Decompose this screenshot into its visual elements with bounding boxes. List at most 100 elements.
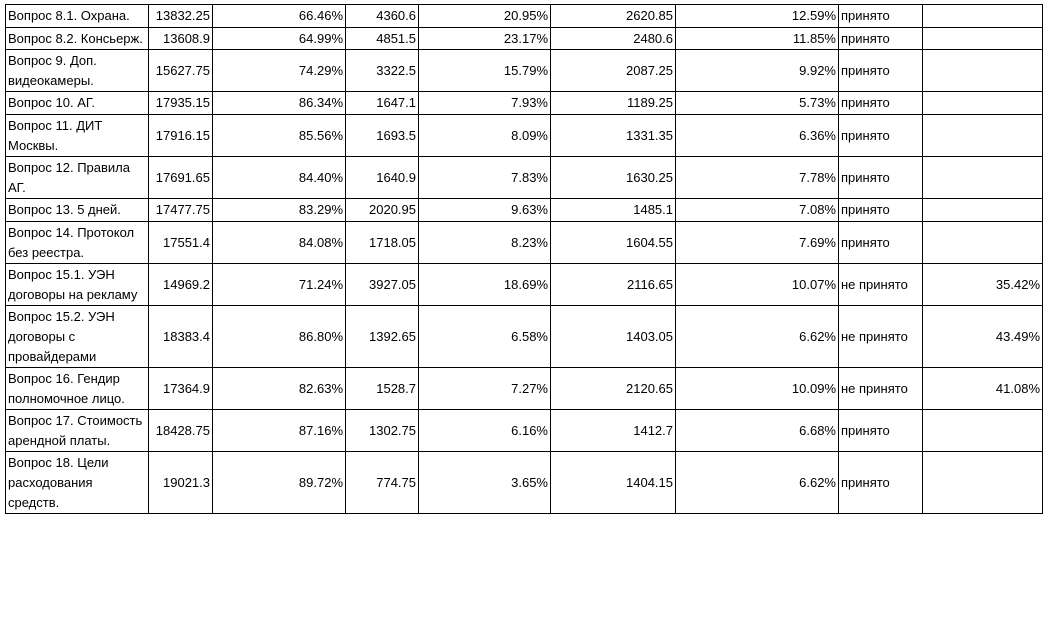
value-cell: 8.23% bbox=[418, 220, 551, 265]
value-cell: 8.09% bbox=[418, 113, 551, 158]
value-cell bbox=[922, 220, 1043, 265]
value-cell: 6.62% bbox=[675, 451, 839, 515]
value-cell: 17477.75 bbox=[148, 198, 213, 222]
value-cell: 13832.25 bbox=[148, 4, 213, 28]
value-cell: 84.40% bbox=[212, 156, 346, 200]
value-cell: 4360.6 bbox=[345, 4, 419, 28]
value-cell: 1412.7 bbox=[550, 409, 676, 453]
status-cell: принято bbox=[838, 451, 923, 515]
table-row: Вопрос 10. АГ. 17935.15 86.34% 1647.1 7.93% 1… bbox=[5, 91, 1043, 115]
value-cell: 83.29% bbox=[212, 198, 346, 222]
value-cell: 2087.25 bbox=[550, 49, 676, 93]
status-cell: принято bbox=[838, 113, 923, 158]
value-cell: 19021.3 bbox=[148, 451, 213, 515]
value-cell bbox=[922, 198, 1043, 222]
status-cell: не принято bbox=[838, 367, 923, 411]
value-cell: 1528.7 bbox=[345, 367, 419, 411]
value-cell: 1331.35 bbox=[550, 113, 676, 158]
value-cell: 6.16% bbox=[418, 409, 551, 453]
value-cell: 2480.6 bbox=[550, 26, 676, 51]
value-cell: 6.36% bbox=[675, 113, 839, 158]
value-cell: 1693.5 bbox=[345, 113, 419, 158]
table-row: Вопрос 12. Правила АГ. 17691.65 84.40% 1640… bbox=[5, 156, 1043, 200]
question-cell: Вопрос 18. Цели расходования средств. bbox=[5, 451, 149, 515]
value-cell: 43.49% bbox=[922, 305, 1043, 369]
value-cell: 1404.15 bbox=[550, 451, 676, 515]
value-cell: 17551.4 bbox=[148, 220, 213, 265]
value-cell: 3.65% bbox=[418, 451, 551, 515]
value-cell: 85.56% bbox=[212, 113, 346, 158]
value-cell: 1647.1 bbox=[345, 91, 419, 115]
value-cell: 18428.75 bbox=[148, 409, 213, 453]
table-row: Вопрос 15.2. УЭН договоры с провайдерами… bbox=[5, 305, 1043, 369]
value-cell: 17364.9 bbox=[148, 367, 213, 411]
value-cell: 7.08% bbox=[675, 198, 839, 222]
value-cell: 1392.65 bbox=[345, 305, 419, 369]
value-cell bbox=[922, 26, 1043, 51]
value-cell: 41.08% bbox=[922, 367, 1043, 411]
table-row: Вопрос 16. Гендир полномочное лицо. 17364… bbox=[5, 367, 1043, 411]
value-cell bbox=[922, 4, 1043, 28]
value-cell: 5.73% bbox=[675, 91, 839, 115]
value-cell bbox=[922, 156, 1043, 200]
table-row: Вопрос 13. 5 дней. 17477.75 83.29% 2020.95 9… bbox=[5, 198, 1043, 222]
question-cell: Вопрос 10. АГ. bbox=[5, 91, 149, 115]
value-cell: 2620.85 bbox=[550, 4, 676, 28]
value-cell: 1604.55 bbox=[550, 220, 676, 265]
value-cell: 15627.75 bbox=[148, 49, 213, 93]
value-cell: 17691.65 bbox=[148, 156, 213, 200]
page: Вопрос 8.1. Охрана. 13832.25 66.46% 4360.6 2… bbox=[0, 4, 1046, 620]
value-cell: 9.63% bbox=[418, 198, 551, 222]
value-cell: 86.80% bbox=[212, 305, 346, 369]
value-cell: 23.17% bbox=[418, 26, 551, 51]
status-cell: принято bbox=[838, 4, 923, 28]
value-cell bbox=[922, 409, 1043, 453]
value-cell: 7.78% bbox=[675, 156, 839, 200]
status-cell: принято bbox=[838, 26, 923, 51]
value-cell: 35.42% bbox=[922, 263, 1043, 307]
value-cell: 71.24% bbox=[212, 263, 346, 307]
value-cell: 774.75 bbox=[345, 451, 419, 515]
status-cell: принято bbox=[838, 49, 923, 93]
status-cell: принято bbox=[838, 156, 923, 200]
question-cell: Вопрос 15.2. УЭН договоры с провайдерами bbox=[5, 305, 149, 369]
table-row: Вопрос 9. Доп. видеокамеры. 15627.75 74.29… bbox=[5, 49, 1043, 93]
value-cell: 3322.5 bbox=[345, 49, 419, 93]
value-cell: 3927.05 bbox=[345, 263, 419, 307]
value-cell: 7.93% bbox=[418, 91, 551, 115]
question-cell: Вопрос 16. Гендир полномочное лицо. bbox=[5, 367, 149, 411]
value-cell: 2120.65 bbox=[550, 367, 676, 411]
value-cell bbox=[922, 91, 1043, 115]
question-cell: Вопрос 13. 5 дней. bbox=[5, 198, 149, 222]
value-cell: 18.69% bbox=[418, 263, 551, 307]
question-cell: Вопрос 8.2. Консьерж. bbox=[5, 26, 149, 51]
value-cell: 14969.2 bbox=[148, 263, 213, 307]
table-row: Вопрос 11. ДИТ Москвы. 17916.15 85.56% 1693… bbox=[5, 113, 1043, 158]
question-cell: Вопрос 9. Доп. видеокамеры. bbox=[5, 49, 149, 93]
value-cell: 17935.15 bbox=[148, 91, 213, 115]
value-cell bbox=[922, 451, 1043, 515]
table-row: Вопрос 8.2. Консьерж. 13608.9 64.99% 4851.5… bbox=[5, 26, 1043, 51]
value-cell: 6.58% bbox=[418, 305, 551, 369]
value-cell: 64.99% bbox=[212, 26, 346, 51]
value-cell: 10.09% bbox=[675, 367, 839, 411]
table-row: Вопрос 18. Цели расходования средств. 190… bbox=[5, 451, 1043, 515]
value-cell bbox=[922, 49, 1043, 93]
status-cell: принято bbox=[838, 91, 923, 115]
value-cell: 7.83% bbox=[418, 156, 551, 200]
value-cell: 1302.75 bbox=[345, 409, 419, 453]
value-cell: 11.85% bbox=[675, 26, 839, 51]
value-cell: 1189.25 bbox=[550, 91, 676, 115]
value-cell: 6.68% bbox=[675, 409, 839, 453]
question-cell: Вопрос 15.1. УЭН договоры на рекламу bbox=[5, 263, 149, 307]
table-body: Вопрос 8.1. Охрана. 13832.25 66.46% 4360.6 2… bbox=[5, 4, 1043, 515]
value-cell: 66.46% bbox=[212, 4, 346, 28]
value-cell: 89.72% bbox=[212, 451, 346, 515]
value-cell: 2020.95 bbox=[345, 198, 419, 222]
value-cell: 7.69% bbox=[675, 220, 839, 265]
value-cell: 18383.4 bbox=[148, 305, 213, 369]
value-cell: 82.63% bbox=[212, 367, 346, 411]
question-cell: Вопрос 11. ДИТ Москвы. bbox=[5, 113, 149, 158]
value-cell: 1485.1 bbox=[550, 198, 676, 222]
value-cell: 74.29% bbox=[212, 49, 346, 93]
